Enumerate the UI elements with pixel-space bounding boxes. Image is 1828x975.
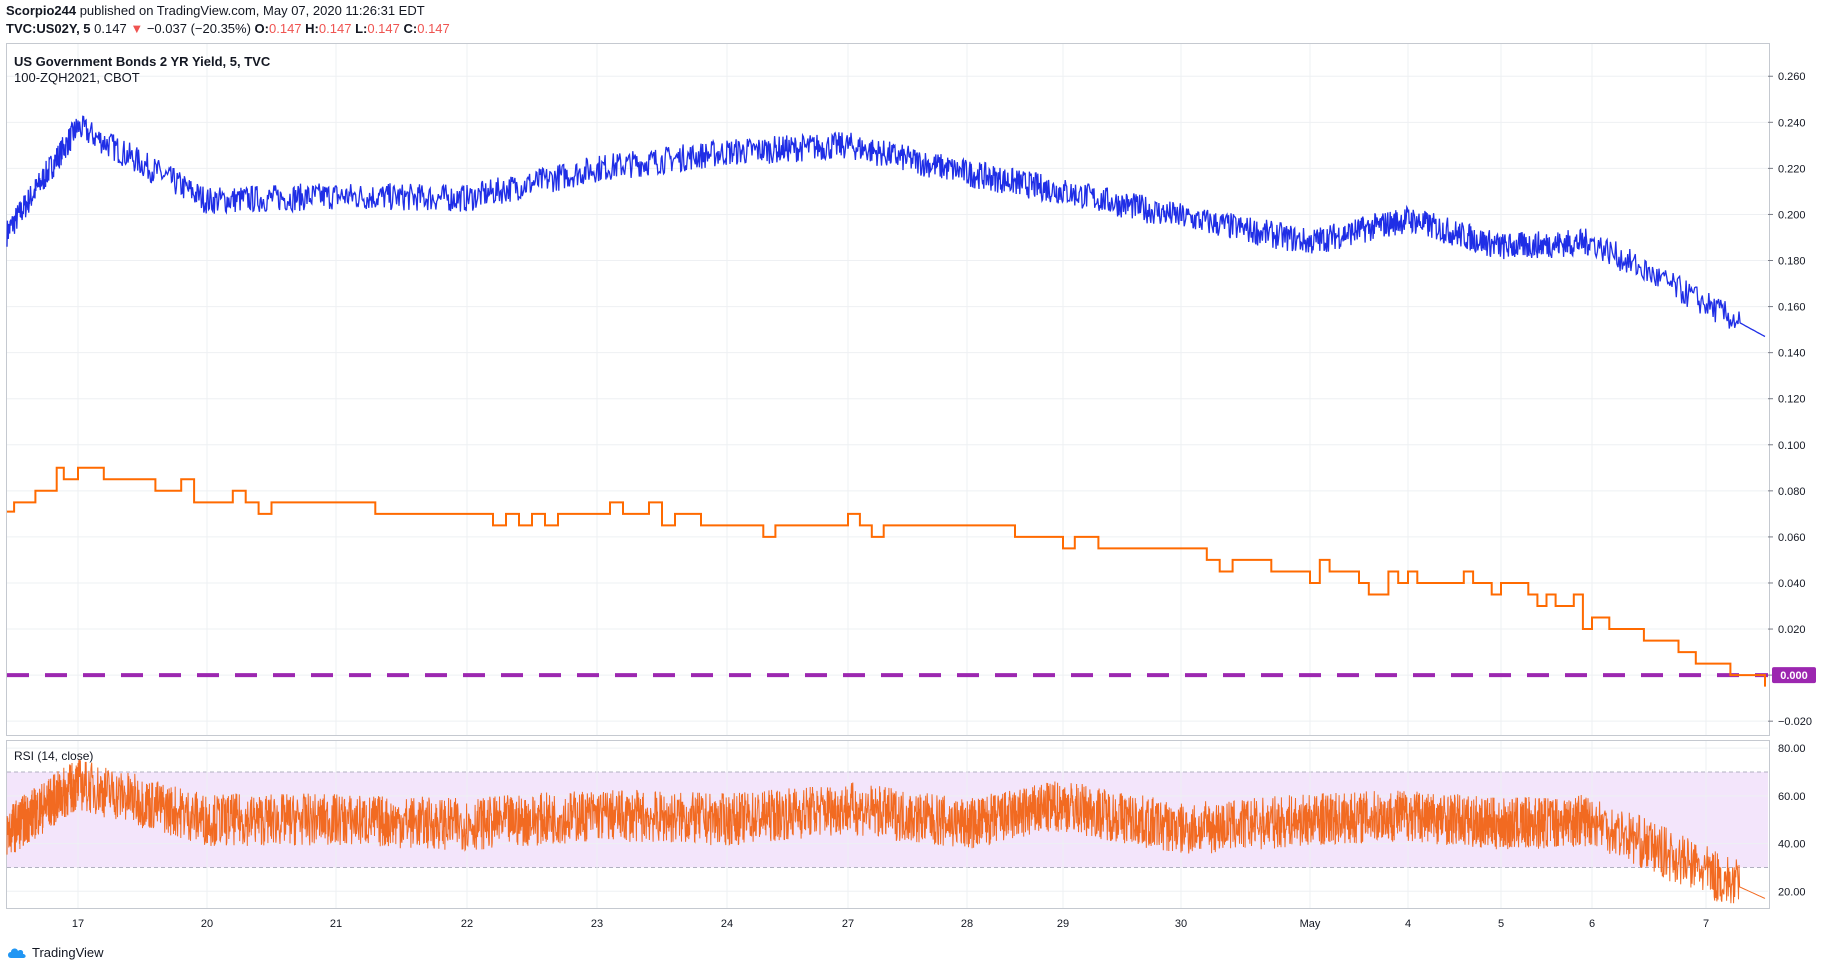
publish-line: Scorpio244 published on TradingView.com,… [6, 2, 1806, 20]
low-value: 0.147 [367, 21, 400, 36]
high-label: H: [305, 21, 319, 36]
time-axis-label: 7 [1703, 918, 1709, 930]
open-value: 0.147 [269, 21, 302, 36]
time-axis-label: 23 [591, 918, 603, 930]
close-value: 0.147 [417, 21, 450, 36]
main-y-tick-label: 0.240 [1778, 117, 1806, 129]
time-axis-label: 28 [961, 918, 973, 930]
zero-value-badge [1772, 667, 1816, 684]
publish-info: published on TradingView.com, May 07, 20… [76, 3, 425, 18]
main-y-tick-label: 0.020 [1778, 624, 1806, 636]
time-axis-label: 6 [1589, 918, 1595, 930]
time-axis-label: 27 [842, 918, 854, 930]
rsi-series-line [6, 759, 1766, 904]
rsi-y-tick-label: 40.00 [1778, 839, 1806, 851]
main-grid [7, 44, 1768, 735]
low-label: L: [355, 21, 368, 36]
open-label: O: [254, 21, 269, 36]
main-y-tick-label: 0.100 [1778, 440, 1806, 452]
time-axis-label: 20 [201, 918, 213, 930]
author-name[interactable]: Scorpio244 [6, 3, 77, 18]
bond-yield-series-line [6, 115, 1766, 338]
main-y-tick-label: 0.120 [1778, 394, 1806, 406]
time-axis-label: May [1300, 918, 1321, 930]
tradingview-cloud-icon [8, 947, 26, 958]
time-axis-label: 5 [1498, 918, 1504, 930]
zero-value-badge-text: 0.000 [1780, 670, 1808, 682]
futures-series-line [7, 466, 1766, 687]
series-title-futures: 100-ZQH2021, CBOT [14, 70, 140, 85]
close-label: C: [403, 21, 418, 36]
ohlc-line: TVC:US02Y, 5 0.147 ▼ −0.037 (−20.35%) O:… [6, 20, 1806, 38]
series-title-bonds: US Government Bonds 2 YR Yield, 5, TVC [14, 54, 271, 69]
time-axis-label: 30 [1175, 918, 1187, 930]
main-y-tick-label: 0.040 [1778, 578, 1806, 590]
change-down-icon: ▼ [130, 21, 144, 36]
time-axis-label: 24 [721, 918, 733, 930]
time-axis-label: 17 [72, 918, 84, 930]
main-y-tick-label: −0.020 [1778, 716, 1812, 728]
high-value: 0.147 [318, 21, 352, 36]
main-y-axis[interactable]: 0.260 0.240 0.220 0.200 0.180 0.160 0.140 0.120… [1768, 71, 1812, 728]
main-pane[interactable]: US Government Bonds 2 YR Yield, 5, TVC 1… [6, 43, 1817, 736]
time-axis-label: 22 [461, 918, 473, 930]
brand-name: TradingView [32, 945, 104, 960]
main-y-tick-label: 0.140 [1778, 348, 1806, 360]
main-y-tick-label: 0.080 [1778, 486, 1806, 498]
main-y-tick-label: 0.060 [1778, 532, 1806, 544]
last-price: 0.147 [94, 21, 127, 36]
price-change: −0.037 (−20.35%) [146, 21, 251, 36]
rsi-y-axis[interactable]: 80.00 60.00 40.00 20.00 [1778, 743, 1806, 898]
rsi-y-tick-label: 80.00 [1778, 743, 1806, 755]
main-pane-frame [6, 43, 1770, 736]
rsi-y-tick-label: 60.00 [1778, 791, 1806, 803]
main-y-tick-label: 0.200 [1778, 209, 1806, 221]
rsi-pane[interactable]: RSI (14, close) 80.00 60.00 40.00 20.00 [6, 740, 1806, 909]
time-axis-label: 21 [330, 918, 342, 930]
chart-header: Scorpio244 published on TradingView.com,… [6, 2, 1806, 38]
main-y-tick-label: 0.220 [1778, 163, 1806, 175]
rsi-y-tick-label: 20.00 [1778, 886, 1806, 898]
time-axis-label: 4 [1405, 918, 1411, 930]
rsi-title: RSI (14, close) [14, 749, 93, 763]
main-y-tick-label: 0.160 [1778, 302, 1806, 314]
main-y-tick-label: 0.180 [1778, 256, 1806, 268]
main-y-tick-label: 0.260 [1778, 71, 1806, 83]
tradingview-logo[interactable]: TradingView [6, 945, 104, 960]
symbol-label: TVC:US02Y, 5 [6, 21, 91, 36]
time-axis[interactable]: 17 20 21 22 23 24 27 28 29 30 May 4 5 6 7 [72, 918, 1709, 930]
time-axis-label: 29 [1057, 918, 1069, 930]
